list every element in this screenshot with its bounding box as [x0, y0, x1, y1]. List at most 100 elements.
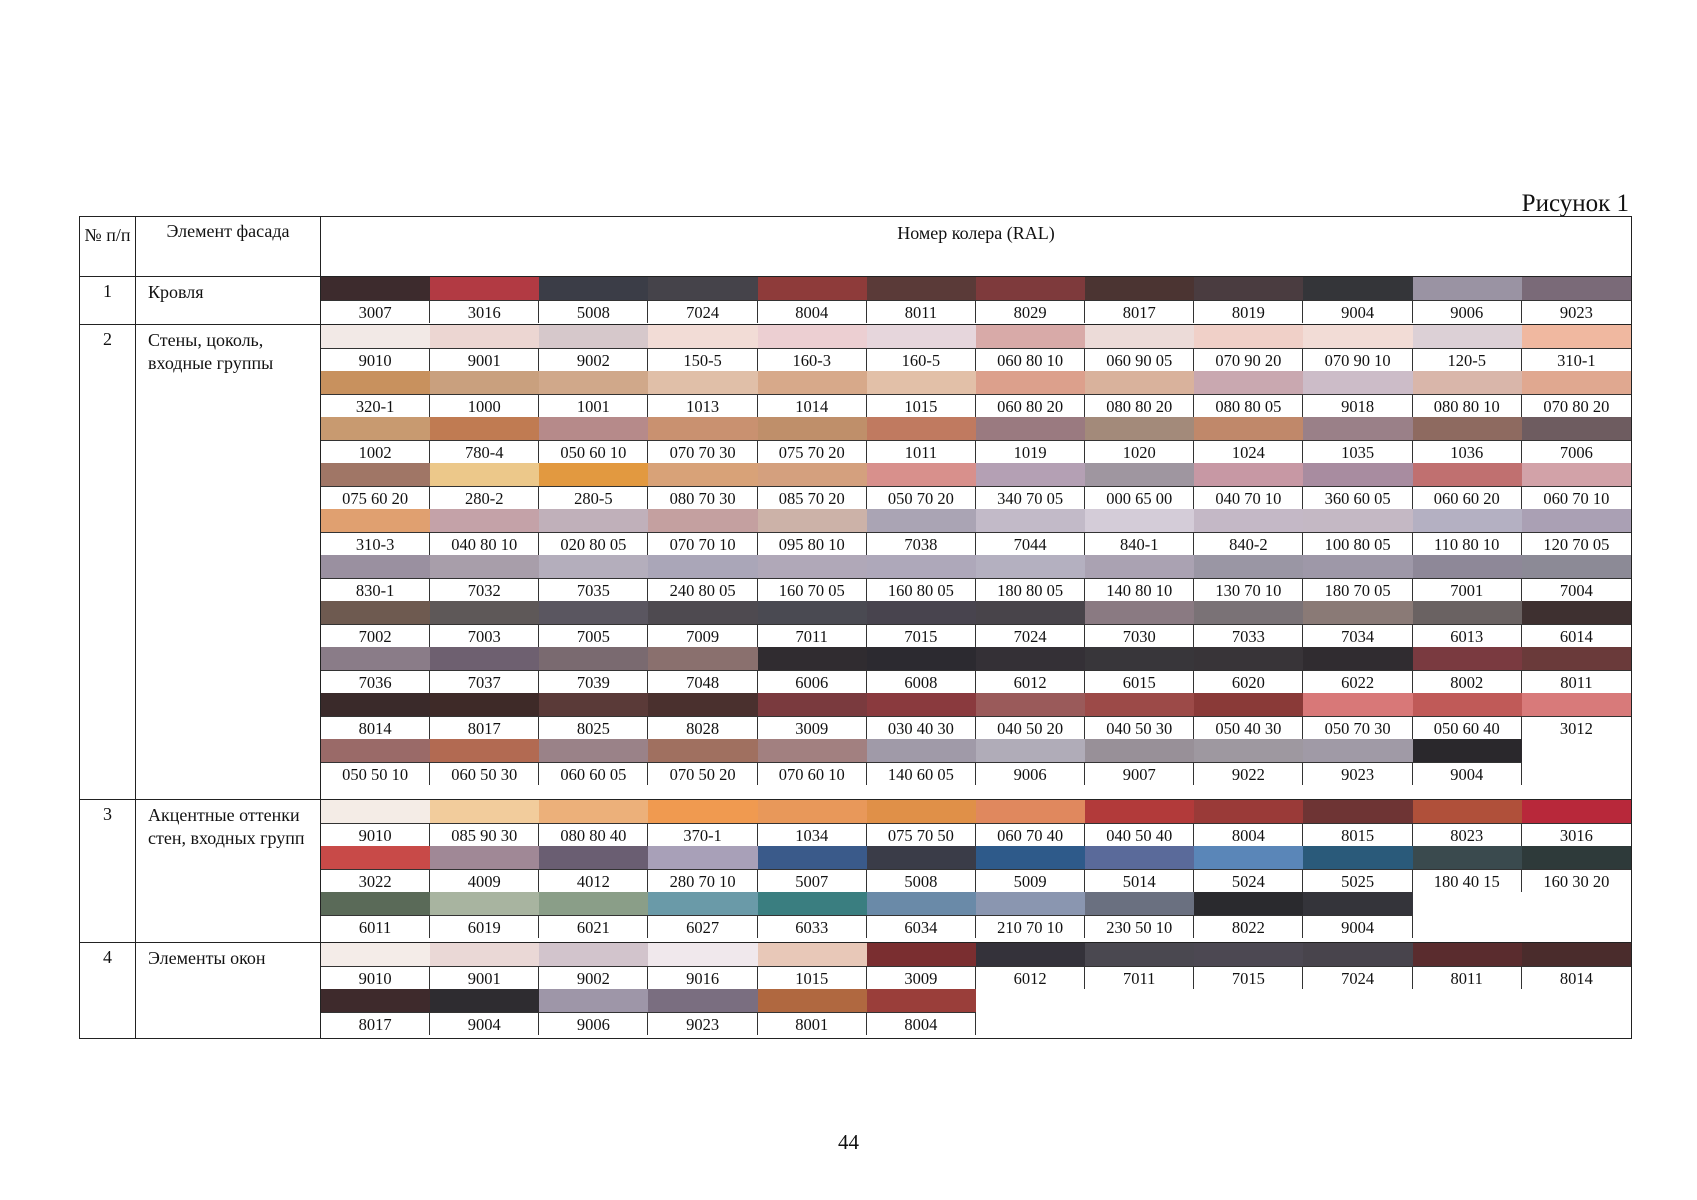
color-chip: [430, 325, 540, 349]
color-chip: [1303, 693, 1413, 717]
color-chip: [321, 555, 431, 579]
color-code: [976, 1012, 1085, 1035]
color-code: 370-1: [648, 823, 758, 847]
page-number: 44: [838, 1130, 859, 1154]
color-chip: [430, 417, 540, 441]
color-code: 075 60 20: [321, 486, 431, 510]
color-code: 8029: [975, 300, 1086, 323]
table-row: 1 Кровля 3007 3016 5008 7024 8004 8011 8029 8017 8…: [79, 275, 1632, 326]
color-chip-row: [321, 693, 1631, 717]
color-code: 180 80 05: [975, 578, 1086, 602]
color-chip: [539, 739, 649, 763]
color-code-row: 3022 4009 4012 280 70 10 5007 5008 5009 5014 502…: [321, 869, 1631, 893]
color-chip: [1303, 463, 1413, 487]
color-code: [1085, 1012, 1194, 1035]
color-code: 7044: [975, 532, 1086, 556]
color-code: 5007: [757, 869, 867, 893]
color-chip: [1085, 325, 1195, 349]
color-chip: [1412, 555, 1522, 579]
row-number: 4: [79, 942, 136, 1039]
color-code: 9004: [430, 1012, 540, 1036]
color-code: 8014: [321, 716, 431, 740]
color-chip: [430, 892, 540, 916]
color-chip: [539, 892, 649, 916]
color-chip: [975, 555, 1086, 579]
color-chip: [975, 277, 1086, 300]
color-code: 310-1: [1521, 348, 1631, 371]
color-chip: [321, 647, 431, 671]
color-code: 7035: [539, 578, 649, 602]
color-code: 9010: [321, 348, 431, 372]
color-code: 1001: [539, 394, 649, 418]
color-code-row: 9010 085 90 30 080 80 40 370-1 1034 075 70 50…: [321, 823, 1631, 847]
color-chip: [321, 417, 431, 441]
color-code: 6034: [866, 915, 976, 939]
color-chip: [1521, 371, 1631, 395]
color-chip: [430, 647, 540, 671]
color-chip: [1412, 509, 1522, 533]
color-code: 9002: [539, 966, 649, 990]
color-chip: [1521, 693, 1631, 717]
color-code: 060 70 40: [975, 823, 1086, 847]
color-chip-row: [321, 739, 1631, 763]
color-chip: [321, 739, 431, 763]
color-chip: [1303, 277, 1413, 300]
color-chip: [757, 892, 867, 916]
color-code: 060 70 10: [1521, 486, 1631, 509]
color-chip: [539, 846, 649, 870]
color-code: 8011: [1521, 670, 1631, 693]
color-code-row: 3007 3016 5008 7024 8004 8011 8029 8017 8019 9004…: [321, 300, 1631, 323]
color-code: 8002: [1412, 670, 1522, 694]
color-chip: [1194, 943, 1304, 967]
color-chip: [975, 892, 1086, 916]
color-code: 5008: [866, 869, 976, 893]
color-code: 840-1: [1085, 532, 1195, 556]
color-code: 9006: [975, 762, 1086, 786]
color-code: [1413, 915, 1522, 938]
color-code: 9022: [1194, 762, 1304, 786]
color-code: 1019: [975, 440, 1086, 464]
color-code: 4009: [430, 869, 540, 893]
color-code: 040 50 20: [975, 716, 1086, 740]
color-chip: [866, 892, 976, 916]
color-code: 050 50 10: [321, 762, 431, 786]
color-code: 150-5: [648, 348, 758, 372]
color-chip: [430, 277, 540, 300]
color-code: 075 70 50: [866, 823, 976, 847]
color-chip: [757, 555, 867, 579]
color-chip: [1085, 943, 1195, 967]
color-chip: [1085, 555, 1195, 579]
color-code: 060 80 10: [975, 348, 1086, 372]
color-code: 6019: [430, 915, 540, 939]
color-code: 070 70 30: [648, 440, 758, 464]
color-chip: [1194, 892, 1304, 916]
color-code: 7024: [1303, 966, 1413, 990]
color-code: 8011: [866, 300, 976, 323]
color-code: 7006: [1521, 440, 1631, 463]
color-code: 110 80 10: [1412, 532, 1522, 556]
color-code: 8023: [1412, 823, 1522, 847]
color-code: 6008: [866, 670, 976, 694]
color-code: 040 80 10: [430, 532, 540, 556]
facade-palette-table: № п/п Элемент фасада Номер колера (RAL) …: [79, 216, 1632, 1039]
color-chip: [1085, 800, 1195, 824]
color-code: 7011: [757, 624, 867, 648]
color-code: 240 80 05: [648, 578, 758, 602]
color-code: 050 60 40: [1412, 716, 1522, 740]
color-chip: [975, 417, 1086, 441]
color-chip: [321, 943, 431, 967]
color-chip: [430, 693, 540, 717]
color-chip: [1412, 846, 1522, 870]
color-code: 4012: [539, 869, 649, 893]
color-chip: [757, 417, 867, 441]
color-chip: [321, 325, 431, 349]
table-row: 2 Стены, цоколь, входные группы 9010 9001 90…: [79, 324, 1632, 801]
color-chip: [975, 846, 1086, 870]
color-code: 7033: [1194, 624, 1304, 648]
color-chip: [1521, 846, 1631, 870]
color-code: 280 70 10: [648, 869, 758, 893]
color-code: 120-5: [1412, 348, 1522, 372]
color-chip-row: [321, 277, 1631, 300]
color-chip: [539, 277, 649, 300]
color-code: 3012: [1521, 716, 1631, 739]
